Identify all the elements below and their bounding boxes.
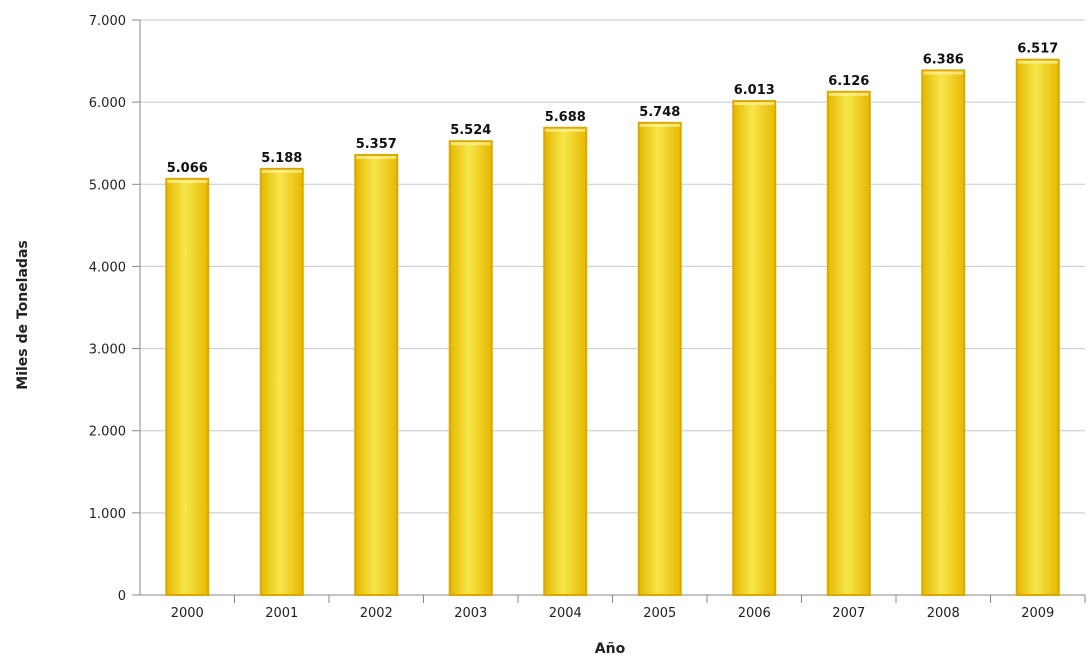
data-label-2006: 6.013 xyxy=(734,83,775,98)
data-label-2005: 5.748 xyxy=(639,105,680,120)
x-tick-label-2003: 2003 xyxy=(454,606,487,621)
bar-2002 xyxy=(354,153,399,596)
x-tick-label-2004: 2004 xyxy=(549,606,582,621)
x-tick-label-2009: 2009 xyxy=(1021,606,1054,621)
bar-2001 xyxy=(259,167,304,596)
x-axis-title: Año xyxy=(595,641,626,657)
bar-2009 xyxy=(1015,58,1060,597)
bars xyxy=(165,58,1060,597)
y-tick-label: 1.000 xyxy=(89,507,126,522)
x-tick-label-2008: 2008 xyxy=(927,606,960,621)
bar-cap-2000 xyxy=(167,179,208,183)
y-axis-title: Miles de Toneladas xyxy=(15,240,31,389)
data-label-2003: 5.524 xyxy=(450,123,491,138)
bar-cap-2007 xyxy=(828,92,869,96)
y-tick-label: 6.000 xyxy=(89,96,126,111)
bar-cap-2008 xyxy=(923,71,964,75)
y-tick-label: 2.000 xyxy=(89,425,126,440)
data-label-2009: 6.517 xyxy=(1017,42,1058,57)
y-tick-label: 5.000 xyxy=(89,178,126,193)
y-tick-label: 7.000 xyxy=(89,14,126,29)
bar-2008 xyxy=(921,69,966,596)
data-labels: 5.066 5.188 5.357 5.524 5.688 5.748 6.013 6.126… xyxy=(167,42,1059,176)
y-tick-label: 4.000 xyxy=(89,260,126,275)
data-label-2007: 6.126 xyxy=(828,74,869,89)
x-tick-label-2001: 2001 xyxy=(265,606,298,621)
x-tick-label-2000: 2000 xyxy=(171,606,204,621)
x-tick-label-2002: 2002 xyxy=(360,606,393,621)
bar-cap-2004 xyxy=(545,128,586,132)
data-label-2008: 6.386 xyxy=(923,52,964,67)
bar-cap-2009 xyxy=(1017,60,1058,64)
bar-cap-2002 xyxy=(356,155,397,159)
data-label-2001: 5.188 xyxy=(261,151,302,166)
bar-2004 xyxy=(543,126,588,597)
bar-cap-2006 xyxy=(734,102,775,106)
bar-cap-2005 xyxy=(639,123,680,127)
x-tick-label-2007: 2007 xyxy=(832,606,865,621)
data-label-2000: 5.066 xyxy=(167,161,208,176)
x-tick-label-2005: 2005 xyxy=(643,606,676,621)
bar-2006 xyxy=(732,100,777,596)
x-tick-label-2006: 2006 xyxy=(738,606,771,621)
data-label-2004: 5.688 xyxy=(545,110,586,125)
data-label-2002: 5.357 xyxy=(356,137,397,152)
bar-2003 xyxy=(448,140,493,596)
bar-2005 xyxy=(637,121,682,596)
y-tick-label: 0 xyxy=(118,589,126,604)
y-tick-label: 3.000 xyxy=(89,343,126,358)
bar-2007 xyxy=(826,90,871,597)
bar-cap-2003 xyxy=(450,142,491,146)
bar-cap-2001 xyxy=(261,169,302,173)
bar-2000 xyxy=(165,177,210,596)
